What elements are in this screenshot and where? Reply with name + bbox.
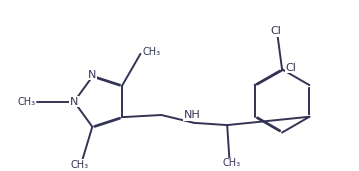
Text: NH: NH [184, 110, 200, 120]
Text: N: N [70, 97, 78, 107]
Text: N: N [88, 70, 97, 80]
Text: CH₃: CH₃ [70, 160, 88, 170]
Text: CH₃: CH₃ [18, 97, 36, 107]
Text: Cl: Cl [270, 26, 281, 36]
Text: CH₃: CH₃ [142, 47, 160, 57]
Text: CH₃: CH₃ [223, 158, 241, 168]
Text: Cl: Cl [286, 63, 297, 73]
